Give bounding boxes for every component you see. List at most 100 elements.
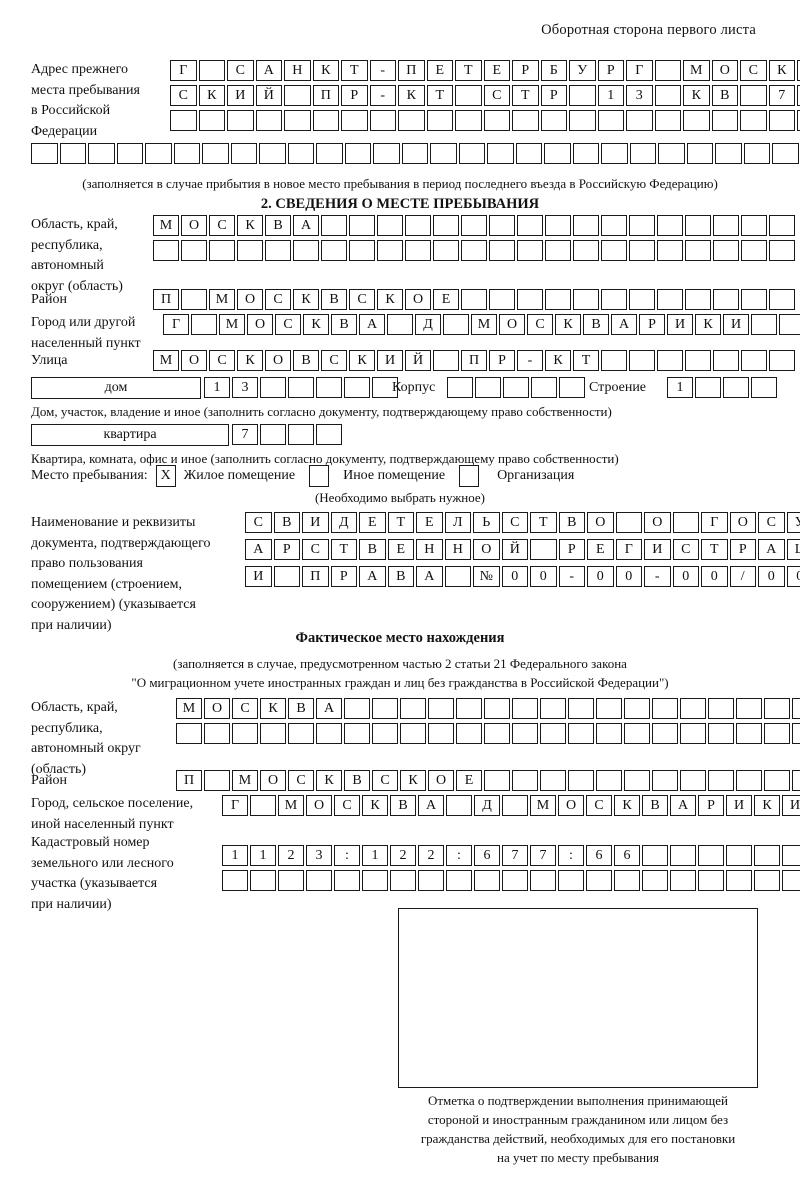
- document-char-cell[interactable]: 0: [530, 566, 557, 587]
- document-char-cell[interactable]: 0: [701, 566, 728, 587]
- section2-street-char-cell[interactable]: К: [349, 350, 375, 371]
- korpus-char-cell[interactable]: [447, 377, 473, 398]
- house-char-cell[interactable]: [260, 377, 286, 398]
- actual-district-char-cell[interactable]: О: [428, 770, 454, 791]
- actual-region-char-cell[interactable]: [708, 723, 734, 744]
- actual-district-char-cell[interactable]: [680, 770, 706, 791]
- actual-region-char-cell[interactable]: М: [176, 698, 202, 719]
- prev-address-char-cell[interactable]: [88, 143, 115, 164]
- prev-address-char-cell[interactable]: [401, 143, 428, 164]
- section2-region-char-cell[interactable]: [741, 215, 767, 236]
- prev-address-char-cell[interactable]: [426, 110, 453, 131]
- korpus-cells[interactable]: [447, 377, 585, 398]
- prev-address-char-cell[interactable]: [312, 110, 339, 131]
- actual-city-char-cell[interactable]: И: [782, 795, 800, 816]
- document-char-cell[interactable]: [273, 566, 300, 587]
- prev-address-char-cell[interactable]: [255, 110, 282, 131]
- cadastral-char-cell[interactable]: [754, 845, 780, 866]
- prev-address-char-cell[interactable]: 1: [597, 85, 624, 106]
- section2-region-char-cell[interactable]: [545, 215, 571, 236]
- section2-region-char-cell[interactable]: [713, 215, 739, 236]
- section2-region-char-cell[interactable]: [629, 215, 655, 236]
- section2-region-char-cell[interactable]: [601, 240, 627, 261]
- actual-district-char-cell[interactable]: Е: [456, 770, 482, 791]
- section2-region-char-cell[interactable]: [657, 215, 683, 236]
- prev-address-char-cell[interactable]: [316, 143, 343, 164]
- prev-address-char-cell[interactable]: [629, 143, 656, 164]
- prev-address-char-cell[interactable]: 7: [768, 85, 795, 106]
- section2-region-char-cell[interactable]: [321, 240, 347, 261]
- section2-city-char-cell[interactable]: И: [667, 314, 693, 335]
- prev-address-char-cell[interactable]: [797, 110, 800, 131]
- prev-address-char-cell[interactable]: И: [227, 85, 254, 106]
- document-char-cell[interactable]: -: [558, 566, 585, 587]
- actual-district-char-cell[interactable]: М: [232, 770, 258, 791]
- section2-region-char-cell[interactable]: [461, 215, 487, 236]
- section2-region-char-cell[interactable]: А: [293, 215, 319, 236]
- actual-city-char-cell[interactable]: М: [278, 795, 304, 816]
- document-char-cell[interactable]: Е: [359, 512, 386, 533]
- cadastral-char-cell[interactable]: [670, 845, 696, 866]
- section2-city-char-cell[interactable]: А: [359, 314, 385, 335]
- section2-street-char-cell[interactable]: [769, 350, 795, 371]
- cadastral-char-cell[interactable]: :: [558, 845, 584, 866]
- actual-city-char-cell[interactable]: О: [306, 795, 332, 816]
- actual-city-char-cell[interactable]: [502, 795, 528, 816]
- document-char-cell[interactable]: У: [786, 512, 800, 533]
- prev-address-char-cell[interactable]: [601, 143, 628, 164]
- section2-region-char-cell[interactable]: [433, 240, 459, 261]
- prev-address-char-cell[interactable]: [654, 85, 681, 106]
- prev-address-char-cell[interactable]: [458, 143, 485, 164]
- actual-city-char-cell[interactable]: М: [530, 795, 556, 816]
- document-char-cell[interactable]: С: [302, 539, 329, 560]
- actual-city-char-cell[interactable]: С: [586, 795, 612, 816]
- flat-char-cell[interactable]: 7: [232, 424, 258, 445]
- actual-region-char-cell[interactable]: [624, 723, 650, 744]
- actual-region-char-cell[interactable]: [400, 723, 426, 744]
- document-char-cell[interactable]: Е: [587, 539, 614, 560]
- section2-street-char-cell[interactable]: [685, 350, 711, 371]
- section2-district-char-cell[interactable]: [489, 289, 515, 310]
- cadastral-char-cell[interactable]: :: [334, 845, 360, 866]
- cadastral-char-cell[interactable]: [334, 870, 360, 891]
- section2-district-char-cell[interactable]: [713, 289, 739, 310]
- section2-district-char-cell[interactable]: [573, 289, 599, 310]
- section2-street-char-cell[interactable]: И: [377, 350, 403, 371]
- prev-address-char-cell[interactable]: [772, 143, 799, 164]
- section2-city-char-cell[interactable]: В: [331, 314, 357, 335]
- section2-district-char-cell[interactable]: [601, 289, 627, 310]
- actual-city-char-cell[interactable]: А: [418, 795, 444, 816]
- cadastral-char-cell[interactable]: 7: [502, 845, 528, 866]
- stroenie-char-cell[interactable]: [751, 377, 777, 398]
- actual-region-char-cell[interactable]: [652, 723, 678, 744]
- section2-city-char-cell[interactable]: С: [275, 314, 301, 335]
- section2-region-char-cell[interactable]: [489, 215, 515, 236]
- actual-city-char-cell[interactable]: В: [642, 795, 668, 816]
- section2-region-row-2[interactable]: [153, 240, 795, 261]
- actual-region-char-cell[interactable]: [652, 698, 678, 719]
- cadastral-char-cell[interactable]: [502, 870, 528, 891]
- section2-street-char-cell[interactable]: Й: [405, 350, 431, 371]
- actual-city-char-cell[interactable]: С: [334, 795, 360, 816]
- actual-district-char-cell[interactable]: [512, 770, 538, 791]
- section2-district-char-cell[interactable]: С: [265, 289, 291, 310]
- section2-region-char-cell[interactable]: [685, 215, 711, 236]
- section2-region-char-cell[interactable]: [517, 240, 543, 261]
- document-char-cell[interactable]: В: [558, 512, 585, 533]
- document-char-cell[interactable]: [444, 566, 471, 587]
- actual-region-char-cell[interactable]: [792, 723, 800, 744]
- section2-street-char-cell[interactable]: С: [321, 350, 347, 371]
- prev-address-char-cell[interactable]: [512, 110, 539, 131]
- prev-address-char-cell[interactable]: Е: [483, 60, 510, 81]
- prev-address-char-cell[interactable]: [145, 143, 172, 164]
- section2-city-char-cell[interactable]: И: [723, 314, 749, 335]
- prev-address-char-cell[interactable]: [230, 143, 257, 164]
- actual-region-char-cell[interactable]: С: [232, 698, 258, 719]
- cadastral-char-cell[interactable]: 6: [586, 845, 612, 866]
- house-char-cell[interactable]: [344, 377, 370, 398]
- section2-street-char-cell[interactable]: С: [209, 350, 235, 371]
